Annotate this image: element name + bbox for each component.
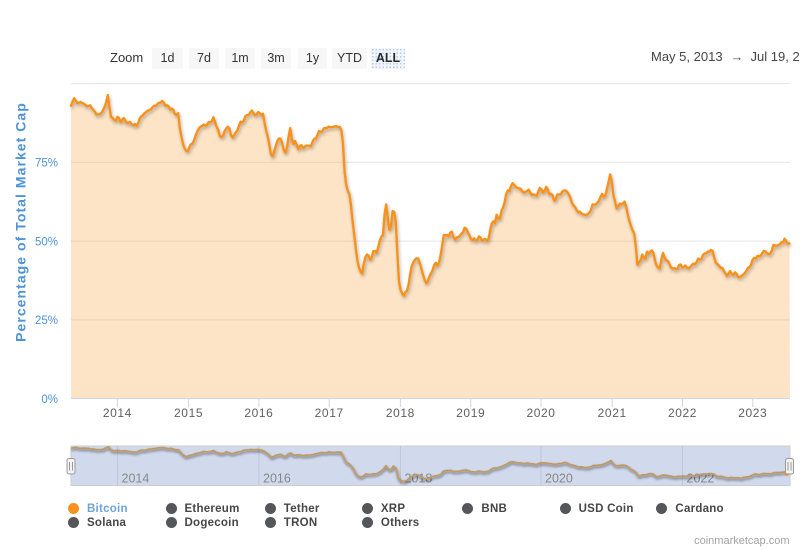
svg-text:2022: 2022 — [668, 406, 697, 420]
svg-text:2014: 2014 — [103, 406, 132, 420]
svg-text:2016: 2016 — [244, 406, 273, 420]
svg-text:Percentage of Total Market Cap: Percentage of Total Market Cap — [13, 102, 29, 342]
svg-text:75%: 75% — [35, 158, 58, 170]
svg-text:2016: 2016 — [263, 472, 291, 486]
svg-text:2018: 2018 — [405, 472, 433, 486]
svg-text:2019: 2019 — [456, 406, 485, 420]
svg-text:2020: 2020 — [526, 406, 555, 420]
svg-text:0%: 0% — [41, 394, 58, 406]
svg-text:2015: 2015 — [174, 406, 203, 420]
svg-text:25%: 25% — [35, 315, 58, 327]
svg-text:2020: 2020 — [545, 472, 573, 486]
svg-text:2017: 2017 — [315, 406, 344, 420]
svg-text:2023: 2023 — [738, 406, 767, 420]
svg-text:2018: 2018 — [386, 406, 415, 420]
svg-text:2014: 2014 — [122, 472, 150, 486]
svg-text:50%: 50% — [35, 236, 58, 248]
svg-text:2021: 2021 — [598, 406, 627, 420]
